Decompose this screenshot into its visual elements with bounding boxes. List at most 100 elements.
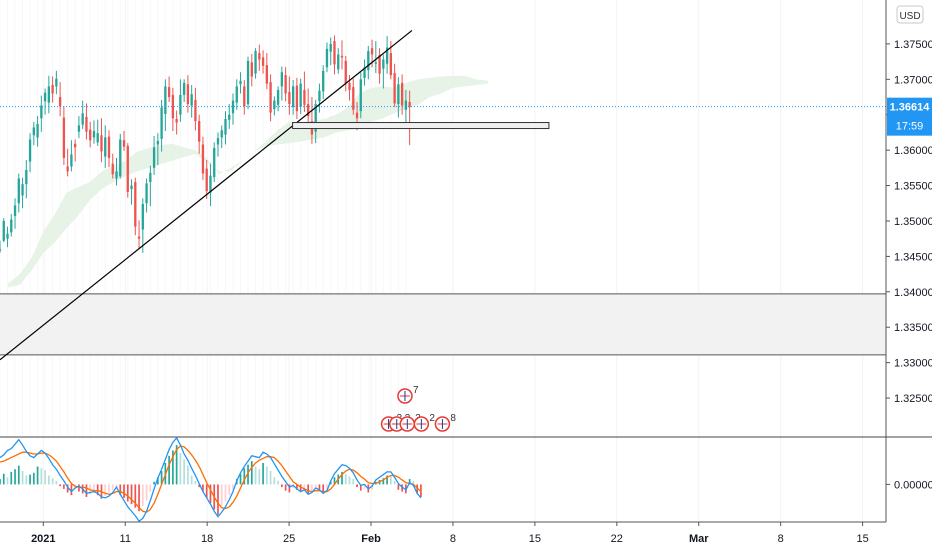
candle[interactable] [115, 157, 118, 186]
candle[interactable] [288, 76, 291, 115]
candle-body[interactable] [231, 100, 235, 114]
candle-body[interactable] [385, 47, 389, 64]
candle[interactable] [318, 83, 321, 113]
candle-body[interactable] [55, 78, 58, 87]
candle-body[interactable] [43, 92, 47, 102]
candle-body[interactable] [325, 48, 329, 68]
drawings[interactable] [0, 29, 886, 361]
candle-body[interactable] [186, 84, 190, 105]
candle[interactable] [348, 75, 351, 101]
candle-body[interactable] [333, 41, 336, 65]
candle[interactable] [404, 89, 408, 128]
candle[interactable] [73, 139, 77, 162]
candle-body[interactable] [239, 80, 242, 85]
currency-button-frame[interactable] [896, 5, 924, 24]
candle-body[interactable] [10, 219, 13, 233]
candle[interactable] [47, 75, 51, 114]
candle-body[interactable] [167, 87, 171, 98]
candle-body[interactable] [111, 163, 114, 175]
candle-body[interactable] [122, 140, 126, 147]
candle-body[interactable] [179, 94, 182, 115]
candle-body[interactable] [6, 233, 9, 239]
candle[interactable] [258, 44, 261, 71]
candle[interactable] [213, 142, 216, 183]
candle-body[interactable] [194, 99, 197, 122]
candle[interactable] [58, 82, 62, 117]
candle-body[interactable] [130, 185, 133, 190]
candle[interactable] [107, 130, 111, 168]
candle[interactable] [119, 133, 122, 179]
candle-body[interactable] [340, 55, 344, 58]
candle-body[interactable] [0, 249, 2, 251]
candle-body[interactable] [47, 86, 51, 103]
candle-body[interactable] [89, 129, 92, 141]
candle[interactable] [175, 110, 178, 135]
candle[interactable] [329, 37, 332, 66]
candle-body[interactable] [171, 94, 175, 119]
candle[interactable] [299, 78, 302, 115]
candle[interactable] [25, 160, 28, 199]
candle[interactable] [400, 74, 404, 115]
candle[interactable] [307, 88, 310, 124]
candle[interactable] [231, 93, 235, 125]
candle[interactable] [201, 136, 205, 180]
candle[interactable] [149, 165, 152, 207]
candle[interactable] [340, 40, 344, 70]
candle[interactable] [6, 226, 9, 248]
candle[interactable] [382, 54, 385, 89]
candle-body[interactable] [363, 67, 366, 78]
candle-body[interactable] [318, 90, 321, 102]
candle-body[interactable] [104, 137, 107, 157]
candle[interactable] [333, 35, 336, 75]
candle-body[interactable] [190, 94, 193, 106]
candle-body[interactable] [284, 75, 287, 94]
candle[interactable] [164, 79, 167, 132]
candle[interactable] [70, 140, 73, 172]
candle[interactable] [269, 74, 272, 122]
candle[interactable] [85, 103, 88, 140]
candle-body[interactable] [382, 59, 385, 69]
candle[interactable] [13, 198, 17, 229]
candle[interactable] [228, 104, 231, 129]
candle-body[interactable] [276, 89, 280, 105]
candle-body[interactable] [96, 133, 99, 143]
candle[interactable] [209, 163, 212, 207]
candle[interactable] [92, 120, 96, 144]
candle-body[interactable] [367, 50, 370, 71]
candle-body[interactable] [389, 53, 393, 76]
candle[interactable] [273, 96, 276, 116]
candle[interactable] [397, 77, 400, 118]
candle-body[interactable] [115, 171, 118, 179]
candle-body[interactable] [160, 107, 163, 139]
candle-body[interactable] [352, 87, 355, 110]
candle-body[interactable] [28, 139, 32, 162]
candle-body[interactable] [370, 48, 374, 55]
candle-body[interactable] [254, 50, 257, 74]
candle-body[interactable] [220, 130, 223, 138]
candle[interactable] [235, 79, 238, 110]
candle-body[interactable] [175, 118, 178, 123]
candle[interactable] [190, 84, 193, 118]
candle[interactable] [250, 53, 253, 87]
candle-body[interactable] [258, 53, 261, 60]
candle-body[interactable] [25, 169, 28, 185]
candle-body[interactable] [397, 84, 400, 105]
candle[interactable] [280, 66, 284, 101]
candles[interactable] [0, 35, 411, 253]
candle-body[interactable] [261, 57, 265, 66]
candle[interactable] [239, 72, 242, 94]
candle[interactable] [77, 116, 81, 139]
candle-body[interactable] [243, 86, 246, 107]
candle-body[interactable] [149, 172, 152, 183]
candle-body[interactable] [62, 117, 66, 158]
candle-body[interactable] [246, 60, 250, 105]
event-badges[interactable]: 733328 [380, 385, 457, 432]
candle-body[interactable] [100, 135, 103, 152]
macd-line[interactable] [0, 436, 422, 523]
candle-body[interactable] [51, 84, 54, 94]
candle[interactable] [0, 240, 2, 253]
candle-body[interactable] [40, 105, 43, 119]
candle-body[interactable] [374, 62, 377, 64]
